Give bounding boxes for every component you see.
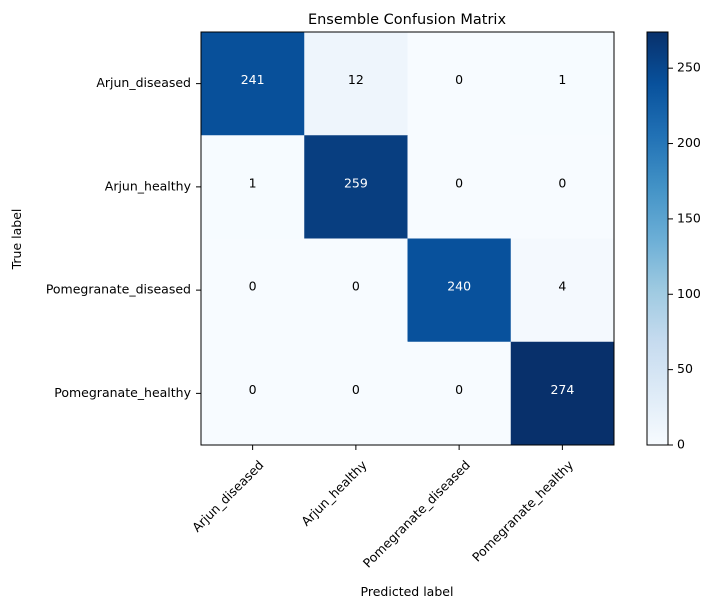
cell-value-label: 274: [550, 382, 574, 397]
x-axis-ticks: Arjun_diseased Arjun_healthyPomegranate_d…: [189, 445, 577, 571]
y-tick-label: Pomegranate_diseased: [46, 282, 191, 297]
cell-value-label: 12: [348, 72, 364, 87]
cell-value-labels: 241 12 0 1 1 259 0 0 0 0 240 4 0 0 0 274: [241, 72, 575, 397]
colorbar-tick-label: 0: [677, 437, 685, 452]
colorbar-tick-label: 50: [677, 361, 693, 376]
cell-value-label: 241: [241, 72, 265, 87]
plot-frame: [200, 31, 615, 446]
heatmap-cell: [304, 135, 408, 239]
y-tick-label: Arjun_diseased: [96, 75, 191, 90]
colorbar-tick-label: 250: [677, 60, 701, 75]
heatmap-cell: [510, 341, 615, 446]
heatmap-cell: [510, 32, 615, 136]
colorbar-tick-label: 100: [677, 286, 701, 301]
x-tick-label: Arjun_healthy: [298, 457, 370, 529]
heatmap-cell: [201, 135, 305, 239]
heatmap-cell: [407, 238, 512, 343]
cell-value-label: 0: [249, 279, 257, 294]
cell-value-label: 259: [344, 175, 368, 190]
heatmap-cell: [407, 341, 512, 446]
heatmap-cell: [201, 32, 305, 136]
heatmap-cells: [201, 32, 615, 446]
chart-title: Ensemble Confusion Matrix: [308, 12, 507, 28]
cell-value-label: 0: [455, 72, 463, 87]
heatmap-cell: [304, 32, 408, 136]
heatmap-cell: [407, 135, 512, 239]
cell-value-label: 0: [249, 382, 257, 397]
heatmap-cell: [510, 135, 615, 239]
heatmap-cell: [201, 341, 305, 446]
x-tick-label: Pomegranate_diseased: [360, 457, 473, 570]
cell-value-label: 4: [558, 279, 566, 294]
colorbar: [646, 31, 669, 446]
heatmap-cell: [510, 238, 615, 343]
heatmap-cell: [304, 238, 408, 343]
colorbar-ticks: 0 50 100 150 200 250: [668, 60, 701, 452]
cell-value-label: 1: [558, 72, 566, 87]
heatmap-cell: [407, 32, 512, 136]
x-tick-label: Pomegranate_healthy: [469, 457, 577, 565]
colorbar-tick-label: 150: [677, 210, 701, 225]
y-tick-label: Pomegranate_healthy: [54, 385, 191, 400]
heatmap-cell: [201, 238, 305, 343]
cell-value-label: 0: [455, 175, 463, 190]
y-tick-label: Arjun_healthy: [105, 178, 192, 193]
cell-value-label: 240: [447, 279, 471, 294]
cell-value-label: 0: [352, 382, 360, 397]
cell-value-label: 0: [352, 279, 360, 294]
cell-value-label: 0: [455, 382, 463, 397]
cell-value-label: 1: [249, 175, 257, 190]
cell-value-label: 0: [558, 175, 566, 190]
x-tick-label: Arjun_diseased: [189, 457, 267, 535]
y-axis-label: True label: [9, 209, 24, 271]
y-axis-ticks: Arjun_diseased Arjun_healthy Pomegranate_d…: [46, 75, 201, 400]
heatmap-cell: [304, 341, 408, 446]
x-axis-label: Predicted label: [361, 584, 454, 599]
colorbar-tick-label: 200: [677, 135, 701, 150]
